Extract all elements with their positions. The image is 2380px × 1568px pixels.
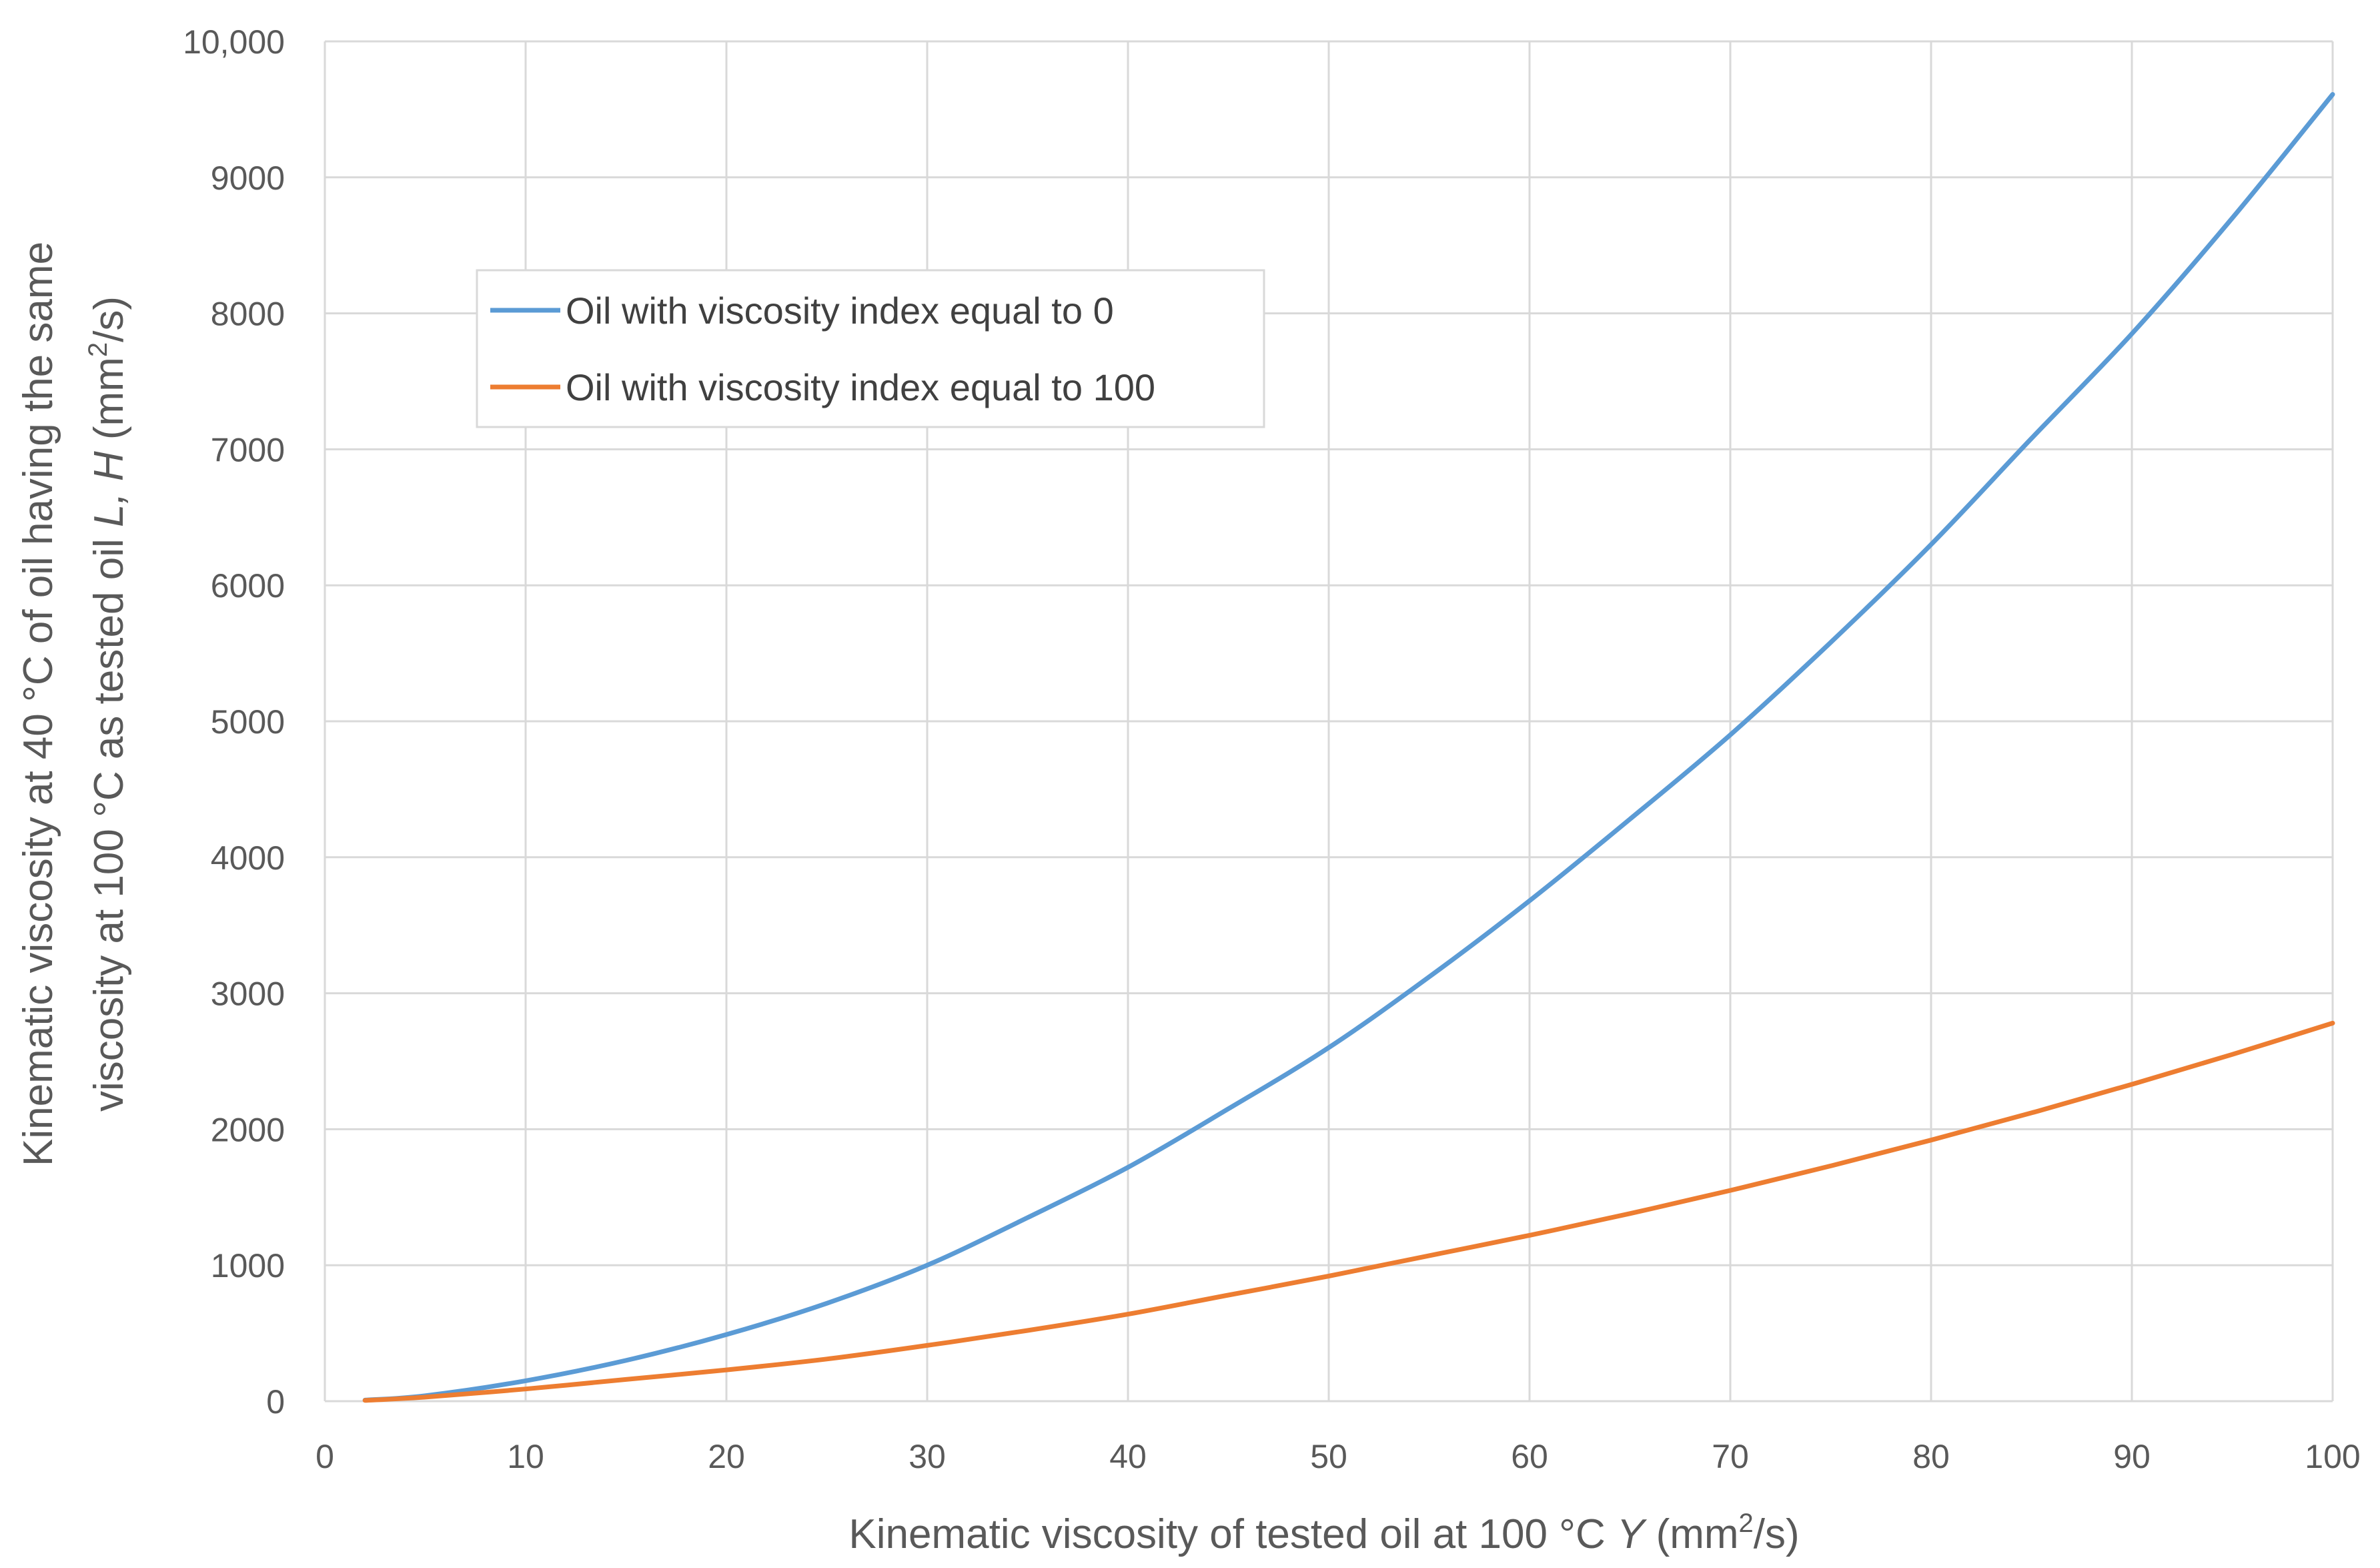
y-tick-label: 8000 <box>211 296 285 333</box>
y-tick-label: 7000 <box>211 431 285 468</box>
series-lines <box>362 92 2335 1403</box>
x-axis-variable: Y <box>1617 1511 1648 1557</box>
y-tick-label: 6000 <box>211 567 285 605</box>
x-tick-label: 0 <box>316 1438 334 1475</box>
y-tick-label: 3000 <box>211 975 285 1013</box>
x-tick-label: 80 <box>1912 1438 1950 1475</box>
y-axis-title-line-2: viscosity at 100 °C as tested oil L, H (… <box>83 296 132 1112</box>
y-axis-title: Kinematic viscosity at 40 °C of oil havi… <box>15 242 132 1166</box>
x-tick-label: 30 <box>909 1438 946 1475</box>
x-tick-label: 60 <box>1511 1438 1548 1475</box>
y-tick-label: 0 <box>266 1383 285 1421</box>
x-axis-title: Kinematic viscosity of tested oil at 100… <box>848 1509 1799 1557</box>
y-axis-title-line-1: Kinematic viscosity at 40 °C of oil havi… <box>15 242 61 1166</box>
y-tick-label: 2000 <box>211 1111 285 1148</box>
x-tick-label: 90 <box>2113 1438 2151 1475</box>
series-line-vi-0 <box>362 92 2335 1403</box>
y-tick-label: 10,000 <box>183 23 285 61</box>
y-tick-label: 9000 <box>211 159 285 197</box>
tick-labels: 0 10 20 30 40 50 60 70 80 90 100010002000300040005… <box>183 23 2361 1475</box>
series-line-vi-100 <box>362 1020 2335 1403</box>
x-tick-label: 20 <box>708 1438 745 1475</box>
legend: Oil with viscosity index equal to 0 Oil … <box>476 269 1265 428</box>
x-tick-label: 40 <box>1109 1438 1147 1475</box>
legend-label-vi-0: Oil with viscosity index equal to 0 <box>566 290 1114 332</box>
x-tick-label: 70 <box>1712 1438 1749 1475</box>
x-tick-label: 10 <box>507 1438 544 1475</box>
y-tick-label: 5000 <box>211 703 285 741</box>
legend-box <box>476 269 1265 428</box>
gridlines <box>324 40 2334 1403</box>
y-tick-label: 1000 <box>211 1247 285 1284</box>
y-tick-label: 4000 <box>211 839 285 877</box>
x-tick-label: 50 <box>1310 1438 1347 1475</box>
legend-label-vi-100: Oil with viscosity index equal to 100 <box>566 366 1155 408</box>
x-tick-label: 100 <box>2305 1438 2360 1475</box>
